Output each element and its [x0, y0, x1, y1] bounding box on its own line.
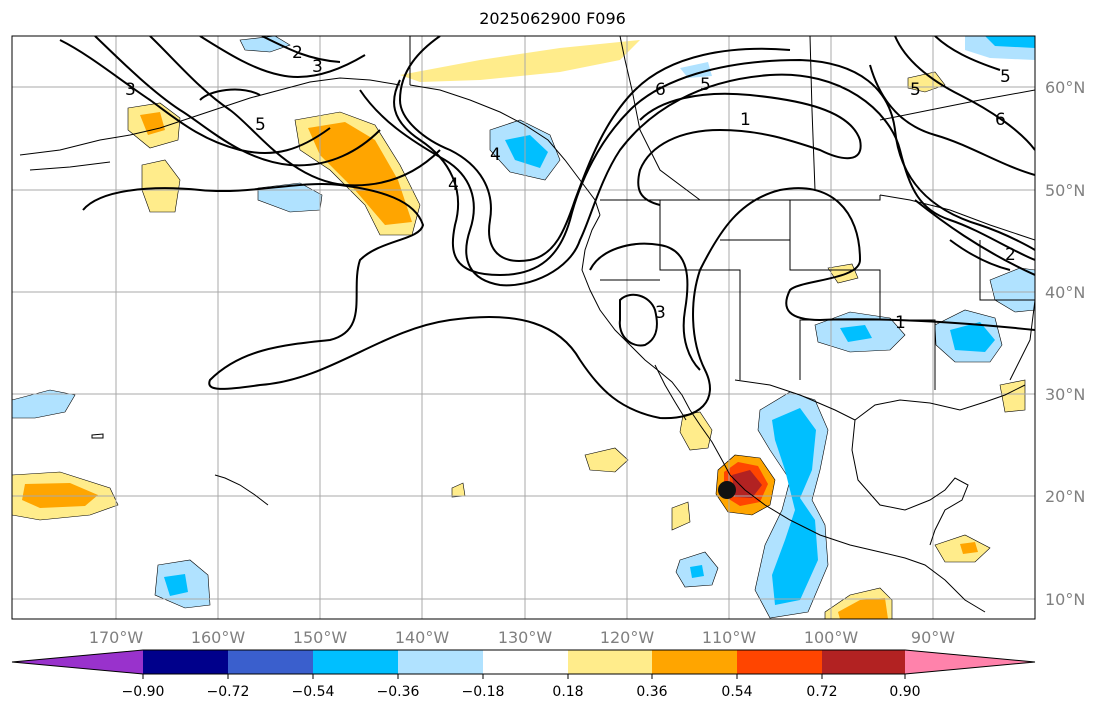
lat-label-10n: 10°N: [1045, 590, 1085, 609]
graticule: [12, 36, 1035, 619]
colorbar: −0.90 −0.72 −0.54 −0.36 −0.18 0.18 0.36 …: [11, 649, 1036, 700]
colorbar-tick-label: −0.72: [207, 684, 250, 700]
map-frame: [11, 35, 1036, 620]
colorbar-tick-label: −0.54: [292, 684, 335, 700]
lon-label-110w: 110°W: [702, 628, 757, 647]
colorbar-extend-high: [905, 650, 1035, 674]
contour-label: 3: [312, 57, 323, 77]
colorbar-tick-labels: −0.90 −0.72 −0.54 −0.36 −0.18 0.18 0.36 …: [122, 684, 921, 700]
contour-label: 6: [995, 110, 1006, 130]
colorbar-extend-low: [12, 650, 143, 674]
colorbar-tick-label: −0.18: [462, 684, 505, 700]
lon-label-90w: 90°W: [911, 628, 955, 647]
contour-label: 1: [895, 313, 906, 333]
lat-label-50n: 50°N: [1045, 181, 1085, 200]
contour-label: 2: [1005, 245, 1016, 265]
lat-label-40n: 40°N: [1045, 283, 1085, 302]
contour-label-group: 2 3 3 4 4 5 5 5 5 6 6 1 1 2 3: [125, 43, 1016, 333]
colorbar-bin: [483, 650, 568, 674]
latitude-labels: 60°N 50°N 40°N 30°N 20°N 10°N: [1045, 78, 1085, 609]
lat-label-30n: 30°N: [1045, 385, 1085, 404]
storm-center-marker: [718, 481, 736, 499]
map-area: 2 3 3 4 4 5 5 5 5 6 6 1 1 2 3: [12, 36, 1035, 619]
lat-label-20n: 20°N: [1045, 487, 1085, 506]
lon-label-120w: 120°W: [600, 628, 655, 647]
contour-label: 3: [125, 80, 136, 100]
map-title: 2025062900 F096: [479, 9, 626, 28]
contour-label: 6: [655, 80, 666, 100]
colorbar-bin: [822, 650, 905, 674]
lon-label-130w: 130°W: [498, 628, 553, 647]
anomaly-shading: [12, 36, 1035, 619]
colorbar-tick-label: 0.36: [636, 684, 667, 700]
contour-label: 1: [740, 110, 751, 130]
longitude-labels: 170°W 160°W 150°W 140°W 130°W 120°W 110°…: [89, 628, 955, 647]
lon-label-100w: 100°W: [804, 628, 859, 647]
contour-label: 5: [255, 115, 266, 135]
contour-label: 5: [910, 80, 921, 100]
colorbar-tick-label: 0.90: [889, 684, 920, 700]
contour-label: 5: [700, 75, 711, 95]
colorbar-tick-label: 0.18: [552, 684, 583, 700]
colorbar-tick-label: −0.36: [377, 684, 420, 700]
lon-label-160w: 160°W: [191, 628, 246, 647]
contour-label: 5: [1000, 67, 1011, 87]
contour-label: 3: [655, 303, 666, 323]
colorbar-tick-label: 0.72: [806, 684, 837, 700]
lon-label-140w: 140°W: [395, 628, 450, 647]
colorbar-tick-label: 0.54: [721, 684, 752, 700]
lon-label-150w: 150°W: [293, 628, 348, 647]
lon-label-170w: 170°W: [89, 628, 144, 647]
colorbar-bin: [568, 650, 652, 674]
contour-label: 4: [490, 145, 501, 165]
contour-lines: [59, 36, 1035, 420]
colorbar-bin: [313, 650, 398, 674]
colorbar-bin: [398, 650, 483, 674]
colorbar-bin: [143, 650, 228, 674]
colorbar-bin: [737, 650, 822, 674]
contour-label: 4: [448, 175, 459, 195]
colorbar-ticks: [142, 674, 906, 679]
lat-label-60n: 60°N: [1045, 78, 1085, 97]
colorbar-tick-label: −0.90: [122, 684, 165, 700]
colorbar-bin: [652, 650, 737, 674]
colorbar-bin: [228, 650, 313, 674]
contour-label: 2: [292, 43, 303, 63]
coastlines: [19, 36, 1035, 613]
